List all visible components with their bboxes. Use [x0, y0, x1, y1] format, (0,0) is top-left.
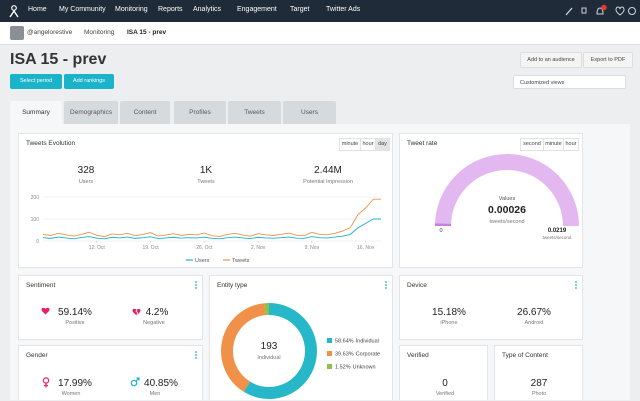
legend-swatch [327, 364, 332, 369]
legend-label: Users [195, 258, 210, 264]
metric-label: Photo [504, 391, 574, 397]
breadcrumb-item[interactable]: Monitoring [84, 29, 114, 36]
metric-value: 287 [504, 378, 574, 389]
y-tick-label: 200 [31, 195, 40, 201]
donut-segment [247, 309, 311, 393]
nav-item[interactable]: Monitoring [115, 6, 148, 13]
nav-item[interactable]: My Community [59, 6, 106, 13]
gauge: Values 0.00026 tweets/second 0 0.0219 tw… [400, 134, 582, 267]
primary-button[interactable]: Select period [10, 74, 62, 89]
nav-item[interactable]: Engagement [237, 6, 277, 13]
tab[interactable]: Content [120, 101, 170, 124]
view-select[interactable]: Customized views [513, 75, 626, 89]
legend-swatch [327, 338, 332, 343]
series-line [43, 199, 381, 236]
page-title: ISA 15 - prev [10, 51, 106, 69]
card-title: Sentiment [26, 282, 55, 289]
metric-label: Men [120, 391, 190, 397]
y-tick-label: 100 [31, 217, 40, 223]
card-title: Type of Content [502, 352, 548, 359]
legend-label: Individual [356, 339, 379, 345]
nav-item[interactable]: Analytics [193, 6, 221, 13]
menu-icon[interactable] [195, 281, 197, 289]
metric-value: 40.85% [126, 378, 196, 389]
card: Verified 0 Verified [399, 345, 488, 400]
gauge-max: 0.0219 [548, 228, 567, 234]
metric-label: Positive [40, 320, 110, 326]
line-chart: 0 100 200 12. Oct 19. Oct 26. Oct 2. Nov 9. Nov… [19, 134, 392, 267]
card: Gender 17.99% Women 40.85% Men [18, 345, 203, 400]
avatar [10, 26, 24, 40]
top-nav: Home My Community Monitoring Reports Ana… [0, 0, 640, 22]
legend-label: Unknown [353, 365, 376, 371]
action-button[interactable]: Add to an audience [520, 52, 582, 68]
x-tick-label: 19. Oct [142, 245, 159, 251]
gauge-unit: tweets/second [543, 235, 572, 240]
x-tick-label: 12. Oct [89, 245, 106, 251]
action-button[interactable]: Export to PDF [583, 52, 633, 68]
metric-label: Negative [119, 320, 189, 326]
donut-chart: 193 Individual 58.64%Individual39.63%Cor… [210, 276, 392, 401]
metric-value: 4.2% [122, 307, 192, 318]
tab[interactable]: Users [283, 101, 336, 124]
nav-item[interactable]: Reports [158, 6, 183, 13]
gauge-caption: Values [499, 196, 516, 202]
metric-value: 59.14% [40, 307, 110, 318]
metric-label: Women [36, 391, 106, 397]
legend-swatch [327, 351, 332, 356]
nav-item[interactable]: Twitter Ads [326, 6, 360, 13]
gauge-unit: tweets/second [489, 219, 524, 225]
x-tick-label: 9. Nov [305, 245, 320, 251]
legend-value: 39.63% [335, 352, 354, 358]
breadcrumb-item[interactable]: @angelorestive [27, 29, 72, 36]
legend-label: Corporate [356, 352, 380, 358]
breadcrumb-item[interactable]: ISA 15 - prev [127, 29, 166, 36]
card: Device 15.18% iPhone 26.67% Android [399, 275, 583, 340]
card-title: Verified [407, 352, 429, 359]
tab[interactable]: Profiles [174, 101, 226, 124]
metric-value: 26.67% [499, 307, 569, 318]
gauge-track [443, 162, 571, 226]
card: Sentiment 59.14% Positive 4.2% Negative [18, 275, 203, 340]
legend-value: 58.64% [335, 339, 354, 345]
gauge-min: 0 [439, 228, 442, 234]
metric-label: Verified [410, 391, 480, 397]
metric-value: 0 [410, 378, 480, 389]
card-title: Gender [26, 352, 48, 359]
legend-item: 1.52%Unknown [335, 365, 376, 371]
x-tick-label: 2. Nov [251, 245, 266, 251]
primary-button[interactable]: Add rankings [64, 74, 114, 89]
legend-item: 58.64%Individual [335, 339, 379, 345]
tab[interactable]: Tweets [228, 101, 281, 124]
metric-value: 15.18% [414, 307, 484, 318]
nav-item[interactable]: Home [28, 6, 47, 13]
donut-center-value: 193 [261, 341, 278, 352]
legend-label: Tweets [232, 258, 250, 264]
nav-icons[interactable] [562, 4, 636, 18]
gauge-value: 0.00026 [488, 204, 526, 216]
card-title: Device [407, 282, 427, 289]
card: Type of Content 287 Photo [494, 345, 583, 400]
card: Tweet rate second minute hour Values 0.0… [399, 133, 583, 268]
donut-center-label: Individual [257, 355, 280, 361]
y-tick-label: 0 [36, 239, 39, 245]
metric-label: iPhone [414, 320, 484, 326]
legend-item: 39.63%Corporate [335, 352, 380, 358]
menu-icon[interactable] [575, 281, 577, 289]
legend-value: 1.52% [335, 365, 351, 371]
card: Tweets Evolution minute hour day 328 Use… [18, 133, 393, 268]
menu-icon[interactable] [195, 351, 197, 359]
nav-item[interactable]: Target [290, 6, 309, 13]
donut-segment [227, 309, 265, 387]
x-tick-label: 26. Oct [196, 245, 213, 251]
metric-label: Android [499, 320, 569, 326]
logo [8, 4, 20, 18]
tab[interactable]: Summary [10, 101, 62, 124]
tab[interactable]: Demographics [64, 101, 118, 124]
metric-value: 17.99% [40, 378, 110, 389]
x-tick-label: 16. Nov [357, 245, 375, 251]
card: Entity type 193 Individual 58.64%Individ… [209, 275, 393, 400]
